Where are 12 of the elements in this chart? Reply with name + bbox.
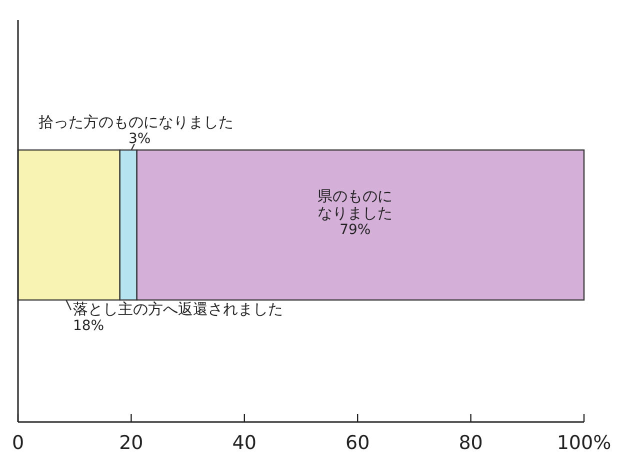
- x-tick-label: 40: [232, 432, 256, 454]
- x-tick-label: 0: [12, 432, 24, 454]
- x-tick-label: 100%: [556, 432, 612, 454]
- series-label: 県のものになりました: [318, 187, 393, 222]
- x-tick-label: 80: [458, 432, 483, 454]
- data-label: 79%: [338, 222, 372, 239]
- x-tick-label: 60: [346, 432, 370, 454]
- series-label: 拾った方のものになりました: [38, 113, 234, 131]
- data-label: 18%: [72, 318, 106, 335]
- series-label: 落とし主の方へ返還されました: [72, 300, 283, 318]
- data-label: 3%: [128, 131, 152, 148]
- x-tick-label: 20: [119, 432, 144, 454]
